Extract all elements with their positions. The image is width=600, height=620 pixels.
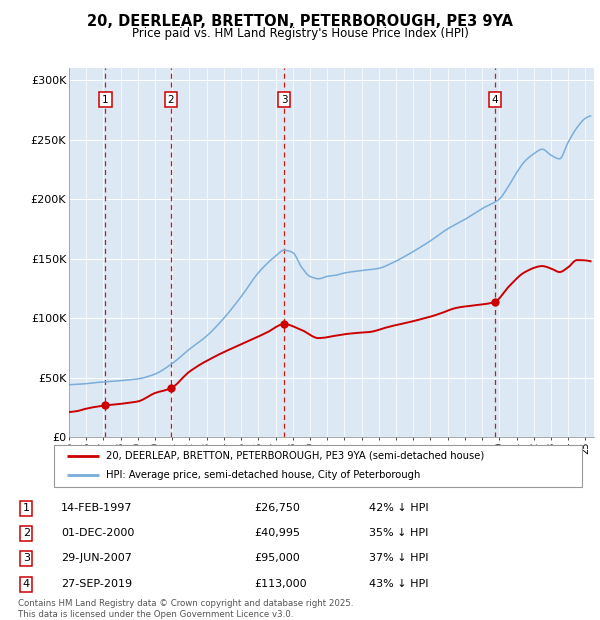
Text: 1: 1: [23, 503, 30, 513]
Text: Contains HM Land Registry data © Crown copyright and database right 2025.
This d: Contains HM Land Registry data © Crown c…: [18, 600, 353, 619]
Text: 2: 2: [23, 528, 30, 538]
Text: 43% ↓ HPI: 43% ↓ HPI: [369, 579, 428, 589]
Text: Price paid vs. HM Land Registry's House Price Index (HPI): Price paid vs. HM Land Registry's House …: [131, 27, 469, 40]
Text: 2: 2: [167, 95, 174, 105]
Text: 27-SEP-2019: 27-SEP-2019: [61, 579, 132, 589]
Text: 35% ↓ HPI: 35% ↓ HPI: [369, 528, 428, 538]
Text: 20, DEERLEAP, BRETTON, PETERBOROUGH, PE3 9YA: 20, DEERLEAP, BRETTON, PETERBOROUGH, PE3…: [87, 14, 513, 29]
Text: 42% ↓ HPI: 42% ↓ HPI: [369, 503, 429, 513]
Text: 1: 1: [102, 95, 109, 105]
Text: 37% ↓ HPI: 37% ↓ HPI: [369, 553, 428, 563]
Text: 3: 3: [23, 553, 30, 563]
Text: HPI: Average price, semi-detached house, City of Peterborough: HPI: Average price, semi-detached house,…: [106, 471, 420, 480]
Text: £40,995: £40,995: [254, 528, 300, 538]
Text: 29-JUN-2007: 29-JUN-2007: [61, 553, 132, 563]
Text: £113,000: £113,000: [254, 579, 307, 589]
Text: 4: 4: [491, 95, 498, 105]
Text: £26,750: £26,750: [254, 503, 300, 513]
Text: 4: 4: [23, 579, 30, 589]
Text: 20, DEERLEAP, BRETTON, PETERBOROUGH, PE3 9YA (semi-detached house): 20, DEERLEAP, BRETTON, PETERBOROUGH, PE3…: [106, 451, 484, 461]
Text: 3: 3: [281, 95, 287, 105]
Text: 01-DEC-2000: 01-DEC-2000: [61, 528, 134, 538]
Text: 14-FEB-1997: 14-FEB-1997: [61, 503, 133, 513]
Text: £95,000: £95,000: [254, 553, 299, 563]
FancyBboxPatch shape: [54, 445, 582, 487]
